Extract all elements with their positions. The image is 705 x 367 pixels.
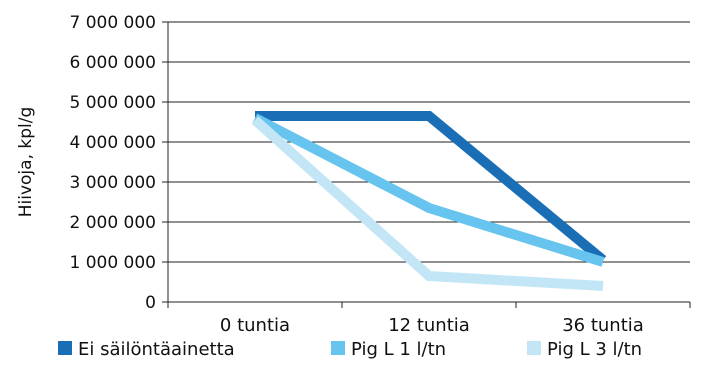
series-lines [251,111,607,291]
series-line-3 [251,116,604,291]
series-line-1 [255,111,607,264]
gridlines [168,21,690,263]
y-tick-label: 6 000 000 [69,53,156,73]
y-tick-label: 2 000 000 [69,213,156,233]
y-tick-labels: 0 1 000 000 2 000 000 3 000 000 4 000 000 5 0… [69,13,156,313]
series-line-2 [252,113,605,267]
y-tick-label: 1 000 000 [69,253,156,273]
legend: Ei säilöntäainetta Pig L 1 l/tn Pig L 3 l/… [58,339,642,360]
legend-swatch [331,341,345,355]
x-category-label: 12 tuntia [388,315,470,336]
x-category-label: 0 tuntia [220,315,290,336]
x-category-labels: 0 tuntia 12 tuntia 36 tuntia [220,315,644,336]
y-tick-label: 0 [145,293,156,313]
legend-swatch [527,341,541,355]
legend-label: Pig L 3 l/tn [547,339,642,360]
axes [162,21,691,308]
y-tick-label: 4 000 000 [69,133,156,153]
y-tick-label: 7 000 000 [69,13,156,33]
legend-label: Pig L 1 l/tn [351,339,446,360]
legend-swatch [58,341,72,355]
y-tick-label: 5 000 000 [69,93,156,113]
y-axis-title: Hiivoja, kpl/g [16,107,36,218]
x-category-label: 36 tuntia [562,315,644,336]
y-tick-label: 3 000 000 [69,173,156,193]
legend-label: Ei säilöntäainetta [78,339,235,360]
